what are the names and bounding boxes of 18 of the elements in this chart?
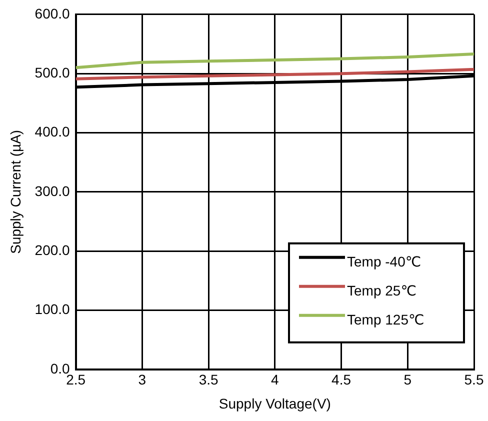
x-tick-label: 3.5	[198, 372, 218, 388]
y-tick-label: 300.0	[34, 182, 70, 199]
y-axis-title: Supply Current (µA)	[7, 130, 24, 254]
x-tick-label: 4	[271, 372, 280, 388]
legend-label: Temp -40℃	[347, 253, 422, 270]
y-tick-label: 100.0	[34, 301, 70, 318]
x-tick-label: 3	[138, 372, 146, 388]
x-tick-label: 4.5	[332, 372, 352, 388]
y-tick-label: 600.0	[34, 5, 70, 22]
legend-label: Temp 125℃	[347, 311, 424, 328]
y-tick-label: 0.0	[50, 360, 70, 376]
x-tick-label: 5.5	[464, 372, 484, 388]
x-tick-label: 5	[404, 372, 412, 388]
y-tick-label: 400.0	[34, 124, 70, 140]
x-axis-title: Supply Voltage(V)	[218, 395, 331, 412]
y-tick-label: 200.0	[34, 242, 70, 258]
y-tick-label: 500.0	[34, 64, 70, 80]
legend-label: Temp 25℃	[347, 282, 416, 298]
